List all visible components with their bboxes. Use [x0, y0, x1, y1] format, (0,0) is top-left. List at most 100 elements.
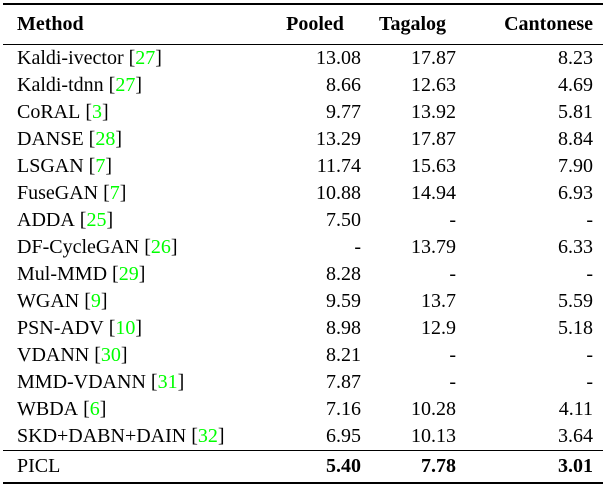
method-name: WGAN	[17, 290, 80, 312]
cantonese-value: 8.84	[558, 128, 593, 150]
cantonese-value: 5.59	[558, 290, 593, 312]
tagalog-value: 13.92	[411, 101, 456, 123]
table-row: WGAN [9] 9.59 13.7 5.59	[3, 288, 603, 315]
cantonese-value: 4.11	[558, 398, 593, 420]
bracket-close: ]	[115, 128, 123, 150]
citation-number: 7	[95, 155, 106, 177]
picl-row: PICL 5.40 7.78 3.01	[3, 450, 603, 484]
cantonese-value: 4.69	[558, 74, 593, 96]
citation-number: 30	[100, 344, 121, 366]
bracket-close: ]	[119, 182, 127, 204]
pooled-value: 8.21	[326, 344, 361, 366]
bracket-open: [	[85, 101, 93, 123]
method-cell: CoRAL [3]	[3, 99, 265, 126]
tagalog-value: 10.28	[411, 398, 456, 420]
method-name: VDANN	[17, 344, 90, 366]
tagalog-value: 17.87	[411, 47, 456, 69]
method-cell: ADDA [25]	[3, 207, 265, 234]
tagalog-value: -	[449, 371, 456, 393]
pooled-value: 13.29	[316, 128, 361, 150]
pooled-value: 10.88	[316, 182, 361, 204]
method-name: Mul-MMD	[17, 263, 108, 285]
method-cell: Kaldi-tdnn [27]	[3, 72, 265, 99]
bracket-open: [	[150, 371, 158, 393]
bracket-close: ]	[100, 290, 108, 312]
citation: [6]	[83, 398, 106, 420]
table-row: LSGAN [7] 11.74 15.63 7.90	[3, 153, 603, 180]
citation-number: 25	[86, 209, 107, 231]
pooled-value: 6.95	[326, 425, 361, 447]
tagalog-value: -	[449, 344, 456, 366]
method-cell: WGAN [9]	[3, 288, 265, 315]
citation-number: 7	[109, 182, 120, 204]
pooled-value: 8.66	[326, 74, 361, 96]
pooled-value: 8.28	[326, 263, 361, 285]
method-cell: WBDA [6]	[3, 396, 265, 423]
citation: [27]	[129, 47, 162, 69]
citation-number: 28	[95, 128, 116, 150]
pooled-value: 7.16	[326, 398, 361, 420]
cantonese-value: 6.93	[558, 182, 593, 204]
bracket-close: ]	[120, 344, 128, 366]
citation: [7]	[89, 155, 112, 177]
results-table: Method Pooled Tagalog Cantonese Kaldi-iv…	[3, 3, 603, 484]
method-cell: Kaldi-ivector [27]	[3, 45, 265, 73]
citation-number: 9	[90, 290, 101, 312]
method-name: DANSE	[17, 128, 84, 150]
pooled-value: 13.08	[316, 47, 361, 69]
bracket-open: [	[88, 155, 96, 177]
bracket-close: ]	[135, 317, 143, 339]
method-cell: FuseGAN [7]	[3, 180, 265, 207]
citation-number: 26	[150, 236, 171, 258]
method-name: ADDA	[17, 209, 75, 231]
column-header-cantonese: Cantonese	[504, 13, 593, 35]
cantonese-value: 7.90	[558, 155, 593, 177]
citation: [9]	[84, 290, 107, 312]
bracket-open: [	[108, 317, 116, 339]
method-cell: LSGAN [7]	[3, 153, 265, 180]
bracket-open: [	[88, 128, 96, 150]
tagalog-value: 10.13	[411, 425, 456, 447]
bracket-open: [	[128, 47, 136, 69]
bracket-close: ]	[217, 425, 225, 447]
citation: [25]	[80, 209, 113, 231]
citation-number: 6	[89, 398, 100, 420]
bracket-close: ]	[138, 263, 146, 285]
bracket-open: [	[79, 209, 87, 231]
tagalog-value: 13.79	[411, 236, 456, 258]
bracket-close: ]	[99, 398, 107, 420]
bracket-close: ]	[177, 371, 185, 393]
bracket-open: [	[103, 182, 110, 204]
bracket-open: [	[84, 290, 91, 312]
citation-number: 27	[135, 47, 156, 69]
column-header-pooled: Pooled	[286, 13, 344, 35]
tagalog-value: -	[449, 263, 456, 285]
table-row: Mul-MMD [29] 8.28 - -	[3, 261, 603, 288]
pooled-value: 9.77	[326, 101, 361, 123]
table-footer: PICL 5.40 7.78 3.01	[3, 450, 603, 484]
citation: [32]	[191, 425, 224, 447]
pooled-value: -	[354, 236, 361, 258]
method-name: FuseGAN	[17, 182, 99, 204]
method-name: DF-CycleGAN	[17, 236, 140, 258]
table-row: VDANN [30] 8.21 - -	[3, 342, 603, 369]
bracket-open: [	[191, 425, 198, 447]
table-body: Kaldi-ivector [27] 13.08 17.87 8.23 Kaldi…	[3, 45, 603, 451]
cantonese-value: 5.81	[558, 101, 593, 123]
citation-number: 3	[92, 101, 103, 123]
method-name: SKD+DABN+DAIN	[17, 425, 187, 447]
tagalog-value: 14.94	[411, 182, 456, 204]
bracket-open: [	[83, 398, 90, 420]
tagalog-value: 12.63	[411, 74, 456, 96]
citation: [28]	[89, 128, 122, 150]
bracket-open: [	[108, 74, 116, 96]
tagalog-value: 7.78	[421, 455, 456, 477]
method-name: LSGAN	[17, 155, 84, 177]
table-row: WBDA [6] 7.16 10.28 4.11	[3, 396, 603, 423]
tagalog-value: 17.87	[411, 128, 456, 150]
table-row: Kaldi-tdnn [27] 8.66 12.63 4.69	[3, 72, 603, 99]
cantonese-value: 3.01	[558, 455, 593, 477]
pooled-value: 9.59	[326, 290, 361, 312]
cantonese-value: 3.64	[558, 425, 593, 447]
table-row: ADDA [25] 7.50 - -	[3, 207, 603, 234]
